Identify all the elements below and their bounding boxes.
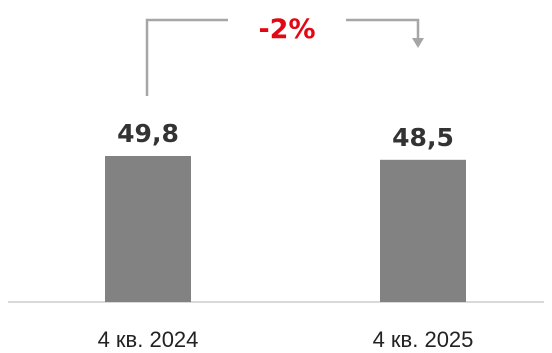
value-label-1: 49,8 — [117, 119, 179, 148]
value-label-2: 48,5 — [392, 123, 454, 152]
bar-2 — [380, 159, 466, 302]
change-label: -2% — [258, 14, 315, 45]
change-connector — [145, 18, 420, 96]
x-tick-label-2: 4 кв. 2025 — [373, 327, 474, 352]
bars-group: 49,8 4 кв. 2024 48,5 4 кв. 2025 — [98, 119, 474, 352]
bar-1 — [105, 156, 191, 302]
x-tick-label-1: 4 кв. 2024 — [98, 327, 199, 352]
change-arrow-head — [412, 38, 424, 48]
